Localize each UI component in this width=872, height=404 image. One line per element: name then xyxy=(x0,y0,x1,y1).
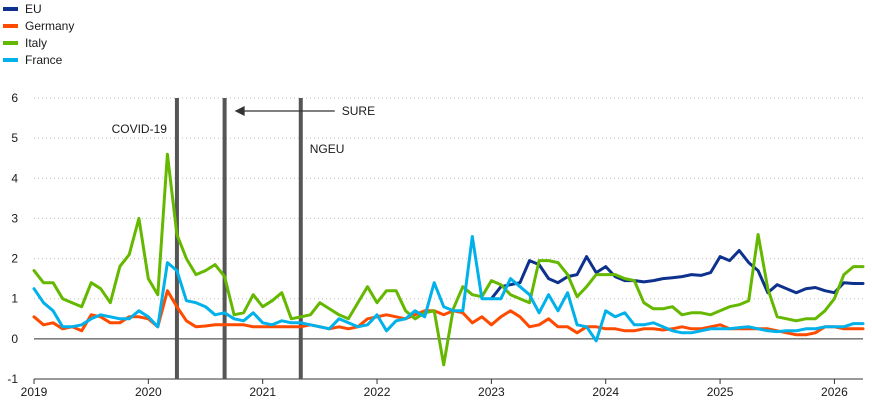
y-tick-label: 6 xyxy=(11,91,18,105)
event-label: COVID-19 xyxy=(112,122,168,136)
x-tick-label: 2023 xyxy=(478,385,505,399)
y-tick-label: 4 xyxy=(11,171,18,185)
legend-item: France xyxy=(0,51,74,68)
legend-swatch xyxy=(3,23,18,28)
x-tick-label: 2026 xyxy=(821,385,848,399)
event-label: NGEU xyxy=(310,142,345,156)
x-tick-label: 2021 xyxy=(249,385,276,399)
x-tick-label: 2022 xyxy=(364,385,391,399)
sure-arrow-head xyxy=(234,106,245,116)
y-tick-label: 1 xyxy=(11,292,18,306)
legend-label: EU xyxy=(25,1,42,16)
x-tick-label: 2019 xyxy=(21,385,48,399)
legend-item: EU xyxy=(0,0,74,17)
series-line-eu xyxy=(489,249,865,301)
x-tick-label: 2024 xyxy=(592,385,619,399)
legend-swatch xyxy=(3,57,18,62)
y-tick-label: 2 xyxy=(11,252,18,266)
chart-legend: EU Germany Italy France xyxy=(0,0,74,68)
y-tick-label: 0 xyxy=(11,332,18,346)
series-line-italy xyxy=(32,152,865,367)
series-line-germany xyxy=(32,289,865,337)
legend-label: France xyxy=(25,52,63,67)
legend-swatch xyxy=(3,40,18,45)
y-tick-label: -1 xyxy=(7,372,18,386)
x-tick-label: 2025 xyxy=(707,385,734,399)
legend-swatch xyxy=(3,6,18,11)
y-tick-label: 3 xyxy=(11,211,18,225)
legend-label: Germany xyxy=(25,18,75,33)
legend-item: Germany xyxy=(0,17,74,34)
legend-item: Italy xyxy=(0,34,74,51)
series-line-france xyxy=(32,235,865,343)
event-label: SURE xyxy=(342,104,375,118)
legend-label: Italy xyxy=(25,35,48,50)
x-tick-label: 2020 xyxy=(135,385,162,399)
y-tick-label: 5 xyxy=(11,131,18,145)
